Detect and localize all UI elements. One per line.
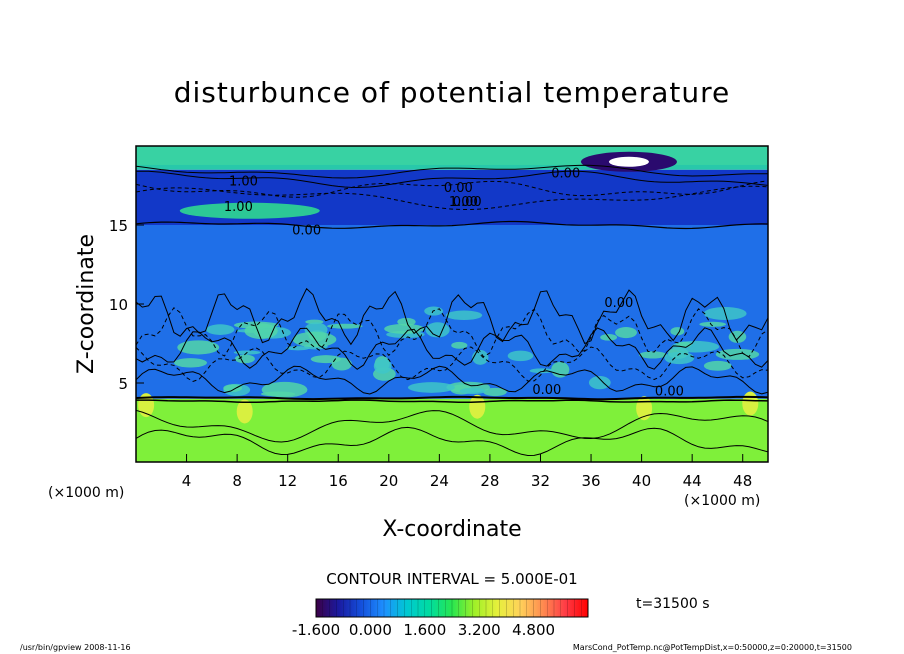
field-layer-0 [136,398,768,462]
x-tick-label: 4 [182,472,192,490]
field-patch [244,323,278,339]
footer-left: /usr/bin/gpview 2008-11-16 [20,643,131,652]
contour-label: 1.00 [449,195,478,210]
contour-labels: 1.001.000.000.000.001.000.000.000.00 0.00 [224,167,684,400]
upper-cold-center [608,156,649,167]
field-patch [373,358,392,374]
contour-label: 0.00 [532,383,561,398]
field-patch [384,323,425,334]
x-unit-right: (×1000 m) [684,493,760,509]
field-patch [472,350,489,365]
contour-line [136,164,768,179]
contour-label: 1.00 [229,175,258,190]
contour-interval: CONTOUR INTERVAL = 5.000E-01 [326,570,577,588]
field-patch [451,341,468,349]
field-patch [292,331,337,348]
x-tick-label: 8 [232,472,242,490]
colorbar-tick-label: -1.600 [292,621,340,639]
contour-lines [136,164,768,457]
x-tick-label: 20 [379,472,398,490]
x-tick-label: 28 [480,472,499,490]
contour-line [136,180,768,198]
contour-line [136,399,768,404]
contour-label: 0.00 [551,167,580,182]
field-structure [136,146,768,424]
chart-title: disturbunce of potential temperature [174,76,731,109]
contour-line [136,365,768,395]
field-patch [664,351,695,365]
field-patch [206,324,235,335]
x-axis-ticks: 4 8 12 16 20 24 28 32 36 40 44 48 [182,454,752,490]
field-patch [407,382,455,393]
field-patch [326,323,363,329]
x-unit-left: (×1000 m) [48,485,124,501]
contour-line [136,185,768,210]
field-patch [615,327,638,339]
y-tick-label: 15 [109,217,128,235]
field-patch [529,368,555,374]
field-patch [459,387,486,395]
warm-spot [742,391,759,416]
contour-line [136,220,768,230]
field-patch [507,350,534,362]
contour-line [136,346,768,383]
x-tick-label: 48 [733,472,752,490]
x-tick-label: 24 [430,472,449,490]
contour-label: 0.00 [292,223,321,238]
field-patch [670,327,685,336]
field-patch [177,340,220,355]
warm-spot [138,393,155,418]
contour-line [136,170,768,189]
x-tick-label: 44 [683,472,702,490]
contour-line [136,395,768,401]
field-patch [260,391,296,397]
colorbar-tick-label: 3.200 [458,621,501,639]
field-patch [638,351,667,359]
field-patch [703,360,732,371]
x-axis-label: X-coordinate [382,517,521,542]
y-tick-label: 5 [118,375,128,393]
contour-label: 0.00 [604,296,633,311]
field-patch [234,354,255,364]
upper-green-patch [179,202,320,219]
contour-label: 0.00 [453,195,482,210]
y-tick-label: 10 [109,296,128,314]
field-patch [286,346,310,351]
time-label: t=31500 s [636,596,710,612]
field-patch [223,384,243,392]
field-patch [445,310,483,321]
footer-right: MarsCond_PotTemp.nc@PotTempDist,x=0:5000… [573,643,852,652]
colorbar-ticks: -1.600 0.000 1.600 3.200 4.800 [292,599,582,639]
colorbar-tick-label: 0.000 [349,621,392,639]
field-patch [331,357,352,371]
x-tick-label: 16 [329,472,348,490]
x-tick-label: 12 [278,472,297,490]
colorbar-tick-label: 1.600 [403,621,446,639]
field-patch [699,321,727,327]
contour-line [136,426,768,457]
y-axis-label: Z-coordinate [74,234,99,374]
contour-line [136,307,768,358]
contour-label: 0.00 [655,385,684,400]
warm-spot [469,394,486,419]
y-axis-ticks: 5 10 15 [109,217,144,393]
contour-label: 1.00 [224,200,253,215]
contour-label: 0.00 [444,181,473,196]
warm-spot [236,399,253,424]
field-patch [483,387,507,397]
contour-line [136,327,768,370]
field-patch [588,376,611,390]
contour-line [136,287,768,346]
x-tick-label: 36 [581,472,600,490]
colorbar-tick-label: 4.800 [512,621,555,639]
field-patch [173,358,207,368]
x-tick-label: 40 [632,472,651,490]
plot-area: 1.001.000.000.000.001.000.000.000.00 0.00 [136,146,768,462]
x-tick-label: 32 [531,472,550,490]
contour-line [136,409,768,443]
